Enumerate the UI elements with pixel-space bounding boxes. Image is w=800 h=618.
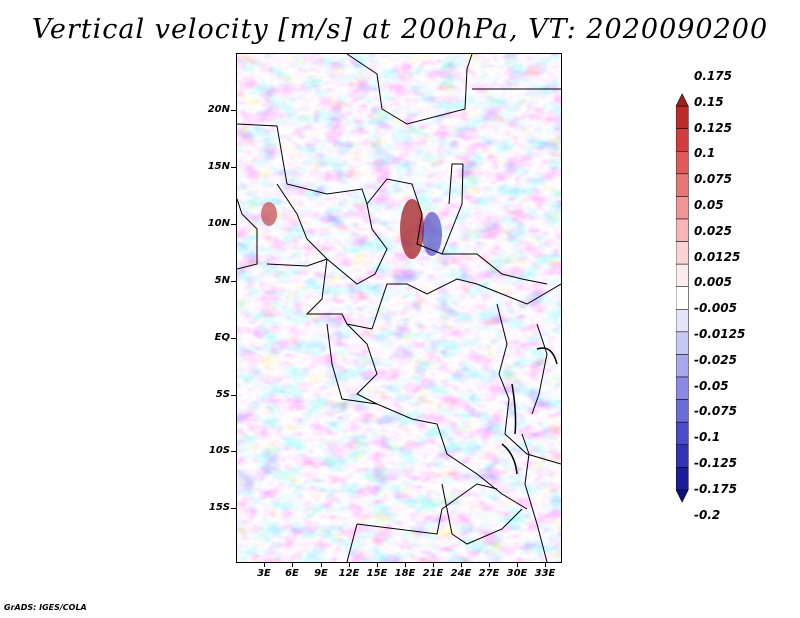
colorbar-swatch	[676, 444, 689, 468]
lat-label-20n: 20N	[207, 104, 230, 115]
lat-tick	[231, 395, 236, 396]
lon-label-6e: 6E	[285, 568, 299, 579]
lat-tick	[231, 508, 236, 509]
lon-tick	[517, 563, 518, 567]
lat-label-15n: 15N	[207, 161, 230, 172]
colorbar-swatch	[676, 241, 689, 265]
colorbar-level-label: 0.175	[694, 69, 732, 83]
colorbar-swatch	[676, 218, 689, 242]
lon-label-33e: 33E	[534, 568, 556, 579]
lon-label-3e: 3E	[257, 568, 271, 579]
lon-tick	[377, 563, 378, 567]
colorbar-level-label: -0.175	[694, 481, 737, 496]
colorbar-swatch	[676, 421, 689, 446]
lon-tick	[433, 563, 434, 567]
lat-label-5n: 5N	[214, 275, 230, 286]
lon-label-12e: 12E	[338, 568, 360, 579]
colorbar-swatch	[676, 331, 689, 355]
lon-label-27e: 27E	[478, 568, 500, 579]
colorbar-level-label: 0.025	[694, 223, 732, 238]
colorbar-swatch	[676, 196, 689, 220]
lon-tick	[264, 563, 265, 567]
footer-credit: GrADS: IGES/COLA	[4, 603, 87, 612]
lat-label-5s: 5S	[215, 389, 230, 400]
colorbar-swatch	[676, 399, 689, 423]
lon-tick	[292, 563, 293, 567]
colorbar-level-label: -0.075	[694, 404, 737, 419]
lat-label-15s: 15S	[208, 502, 230, 513]
colorbar-swatch	[676, 354, 689, 378]
colorbar-level-label: 0.15	[694, 94, 724, 109]
downdraft-core	[422, 212, 442, 256]
colorbar-arrow-top	[676, 93, 689, 107]
colorbar-swatches	[676, 93, 689, 503]
lat-tick	[231, 338, 236, 339]
lon-tick	[461, 563, 462, 567]
colorbar-swatch	[676, 173, 689, 197]
country-borders	[237, 54, 561, 562]
updraft-west	[261, 202, 277, 226]
velocity-field	[237, 54, 561, 562]
lakes	[501, 347, 558, 475]
colorbar-level-label: -0.025	[694, 352, 737, 367]
lon-label-9e: 9E	[314, 568, 328, 579]
lat-tick	[231, 281, 236, 282]
colorbar-level-label: -0.1	[694, 430, 721, 445]
colorbar-level-label: -0.05	[694, 378, 729, 393]
colorbar-swatch	[676, 376, 689, 400]
colorbar-swatch	[676, 263, 689, 287]
colorbar-level-label: -0.005	[694, 301, 737, 316]
lat-tick	[231, 110, 236, 111]
lon-label-15e: 15E	[366, 568, 388, 579]
colorbar-level-label: 0.075	[694, 172, 732, 187]
lat-tick	[231, 451, 236, 452]
lon-label-30e: 30E	[506, 568, 528, 579]
lat-label-10n: 10N	[207, 218, 230, 229]
colorbar-level-label: 0.05	[694, 198, 724, 212]
lon-label-21e: 21E	[422, 568, 444, 579]
colorbar-level-label: 0.125	[694, 120, 732, 135]
lat-label-10s: 10S	[208, 445, 230, 456]
colorbar-level-label: 0.1	[694, 146, 716, 161]
colorbar-swatch	[676, 286, 689, 310]
lon-label-18e: 18E	[394, 568, 416, 579]
colorbar-level-label: -0.2	[694, 507, 721, 522]
lat-label-eq: EQ	[214, 332, 230, 343]
colorbar-swatch	[676, 105, 689, 129]
lon-tick	[349, 563, 350, 567]
colorbar-swatch	[676, 128, 689, 152]
vertical-velocity-map	[236, 53, 562, 563]
colorbar-arrow-bottom	[676, 489, 689, 503]
lon-tick	[321, 563, 322, 567]
lon-tick	[489, 563, 490, 567]
colorbar-level-label: -0.0125	[694, 327, 746, 341]
map-title: Vertical velocity [m/s] at 200hPa, VT: 2…	[31, 14, 769, 45]
lat-tick	[231, 224, 236, 225]
lon-label-24e: 24E	[450, 568, 472, 579]
colorbar-swatch	[676, 151, 689, 175]
lat-tick	[231, 167, 236, 168]
colorbar-level-label: 0.005	[694, 275, 732, 290]
lon-tick	[405, 563, 406, 567]
colorbar-level-label: -0.125	[694, 456, 737, 470]
lon-tick	[545, 563, 546, 567]
colorbar-swatch	[676, 467, 689, 491]
colorbar-level-label: 0.0125	[694, 249, 741, 264]
colorbar-swatch	[676, 309, 689, 333]
